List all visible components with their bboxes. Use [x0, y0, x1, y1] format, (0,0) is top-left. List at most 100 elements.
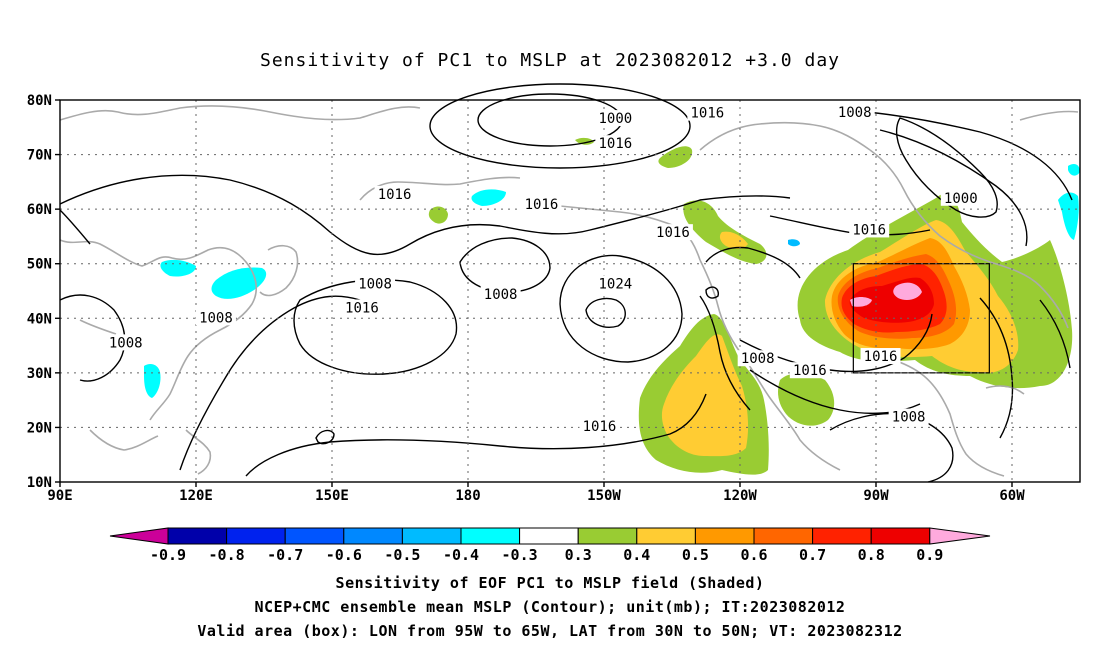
shade-green-alaska — [658, 146, 693, 168]
lon-label: 60W — [999, 488, 1025, 504]
contour-label-bg — [789, 362, 830, 379]
contour-label-bg — [195, 309, 236, 326]
colorbar-tick-label: -0.4 — [443, 546, 479, 564]
colorbar-tick-label: 0.6 — [740, 546, 767, 564]
contour-label: 1008 — [484, 287, 518, 303]
colorbar-swatch — [694, 527, 755, 545]
contour-label: 1016 — [691, 106, 725, 122]
lon-label: 150E — [315, 488, 349, 504]
contour-label: 1016 — [345, 300, 379, 316]
contour-label-bg — [480, 285, 521, 302]
colorbar-swatch — [519, 527, 579, 545]
contour-label-bg — [341, 299, 382, 316]
lon-label: 90E — [47, 488, 72, 504]
map-border — [59, 99, 1081, 483]
colorbar-swatch — [401, 527, 462, 545]
shade-cyan-small — [788, 239, 800, 247]
shade-green-pacific — [428, 206, 448, 224]
map-title: Sensitivity of PC1 to MSLP at 2023082012… — [259, 50, 840, 71]
colorbar-tick-label: -0.3 — [502, 546, 538, 564]
colorbar-swatch — [460, 527, 521, 545]
coastlines — [59, 105, 1079, 477]
contour-label-bg — [860, 348, 901, 365]
caption-line-2: NCEP+CMC ensemble mean MSLP (Contour); u… — [254, 598, 846, 616]
longitude-labels: 90E 120E 150E 180 150W 120W 90W 60W — [47, 482, 1025, 504]
contour-label: 1000 — [598, 111, 632, 127]
contour-label: 1016 — [583, 419, 617, 435]
contour-label-bg — [940, 189, 981, 206]
contour-label: 1008 — [741, 351, 775, 367]
lat-label: 20N — [27, 420, 52, 436]
contour-label-bg — [849, 221, 890, 238]
contour-label-bg — [687, 104, 728, 121]
shade-cyan-asia-1 — [160, 259, 196, 277]
colorbar-tick-label: 0.8 — [858, 546, 885, 564]
colorbar-tick-label: 0.5 — [682, 546, 709, 564]
contour-label: 1000 — [944, 191, 978, 207]
colorbar-tick-label: 0.3 — [565, 546, 592, 564]
contour-label-bg — [521, 195, 562, 212]
colorbar-tick-label: -0.6 — [326, 546, 362, 564]
lat-label: 40N — [27, 311, 52, 327]
contour-label: 1016 — [864, 349, 898, 365]
colorbar-tick-label: 0.4 — [623, 546, 650, 564]
contour-label: 1016 — [793, 363, 827, 379]
colorbar-arrow-left — [109, 527, 169, 545]
shade-cyan-asia-2 — [211, 267, 267, 299]
contour-label-bg — [595, 110, 636, 127]
contour-label: 1008 — [892, 410, 926, 426]
contour-label-bg — [834, 104, 875, 121]
contour-label-bg — [595, 275, 636, 292]
shade-green-gl — [575, 137, 594, 145]
colorbar-swatch — [284, 527, 345, 545]
lon-label: 90W — [863, 488, 889, 504]
colorbar-swatch — [226, 527, 286, 545]
colorbar-swatch — [812, 527, 872, 545]
contour-label-bg — [105, 334, 146, 351]
lat-label: 30N — [27, 366, 52, 382]
colorbar-tick-label: -0.8 — [209, 546, 245, 564]
contour-label: 1016 — [852, 222, 886, 238]
latitude-labels: 80N 70N 60N 50N 40N 30N 20N 10N — [27, 93, 60, 491]
colorbar-swatch — [636, 527, 696, 545]
caption-line-1: Sensitivity of EOF PC1 to MSLP field (Sh… — [335, 574, 765, 592]
contour-label: 1008 — [199, 310, 233, 326]
contour-label: 1008 — [109, 335, 143, 351]
contour-label: 1016 — [598, 136, 632, 152]
colorbar-swatch — [167, 527, 228, 545]
contour-label: 1008 — [358, 276, 392, 292]
shade-cyan-asia-3 — [144, 364, 161, 398]
contour-label: 1008 — [838, 105, 872, 121]
caption-line-3: Valid area (box): LON from 95W to 65W, L… — [197, 622, 903, 640]
shade-pink-2 — [893, 282, 922, 300]
colorbar-swatch — [870, 527, 931, 545]
contour-label-bg — [374, 185, 415, 202]
contour-label-bg — [595, 135, 636, 152]
colorbar-swatch — [577, 527, 638, 545]
lon-label: 120W — [723, 488, 757, 504]
contour-label-bg — [888, 408, 929, 425]
shade-cyan-atl2 — [1068, 164, 1080, 176]
contour-label: 1016 — [656, 225, 690, 241]
shade-pink-1 — [850, 297, 872, 307]
shade-cyan-pac — [471, 189, 506, 206]
shade-yellow-west — [719, 231, 748, 249]
lat-label: 80N — [27, 93, 52, 109]
lon-label: 120E — [179, 488, 213, 504]
colorbar-tick-label: -0.9 — [150, 546, 186, 564]
colorbar: -0.9 -0.8 -0.7 -0.6 -0.5 -0.4 -0.3 0.3 0.4 0.5 0.6… — [109, 527, 991, 564]
lat-label: 50N — [27, 257, 52, 273]
contour-labels: 1000 1016 1016 1008 1000 1016 1016 1016 1016 1008… — [105, 104, 981, 435]
contour-label: 1016 — [525, 197, 559, 213]
lat-label: 10N — [27, 475, 52, 491]
lon-label: 150W — [587, 488, 621, 504]
lon-label: 180 — [455, 488, 480, 504]
contour-label: 1016 — [378, 187, 412, 203]
map-area: 1000 1016 1016 1008 1000 1016 1016 1016 1016 1008… — [27, 83, 1081, 504]
colorbar-tick-label: -0.5 — [384, 546, 420, 564]
contour-label-bg — [737, 350, 778, 367]
shade-cyan-atl — [1058, 192, 1079, 240]
contour-label: 1024 — [598, 276, 632, 292]
colorbar-arrow-right — [929, 527, 991, 545]
